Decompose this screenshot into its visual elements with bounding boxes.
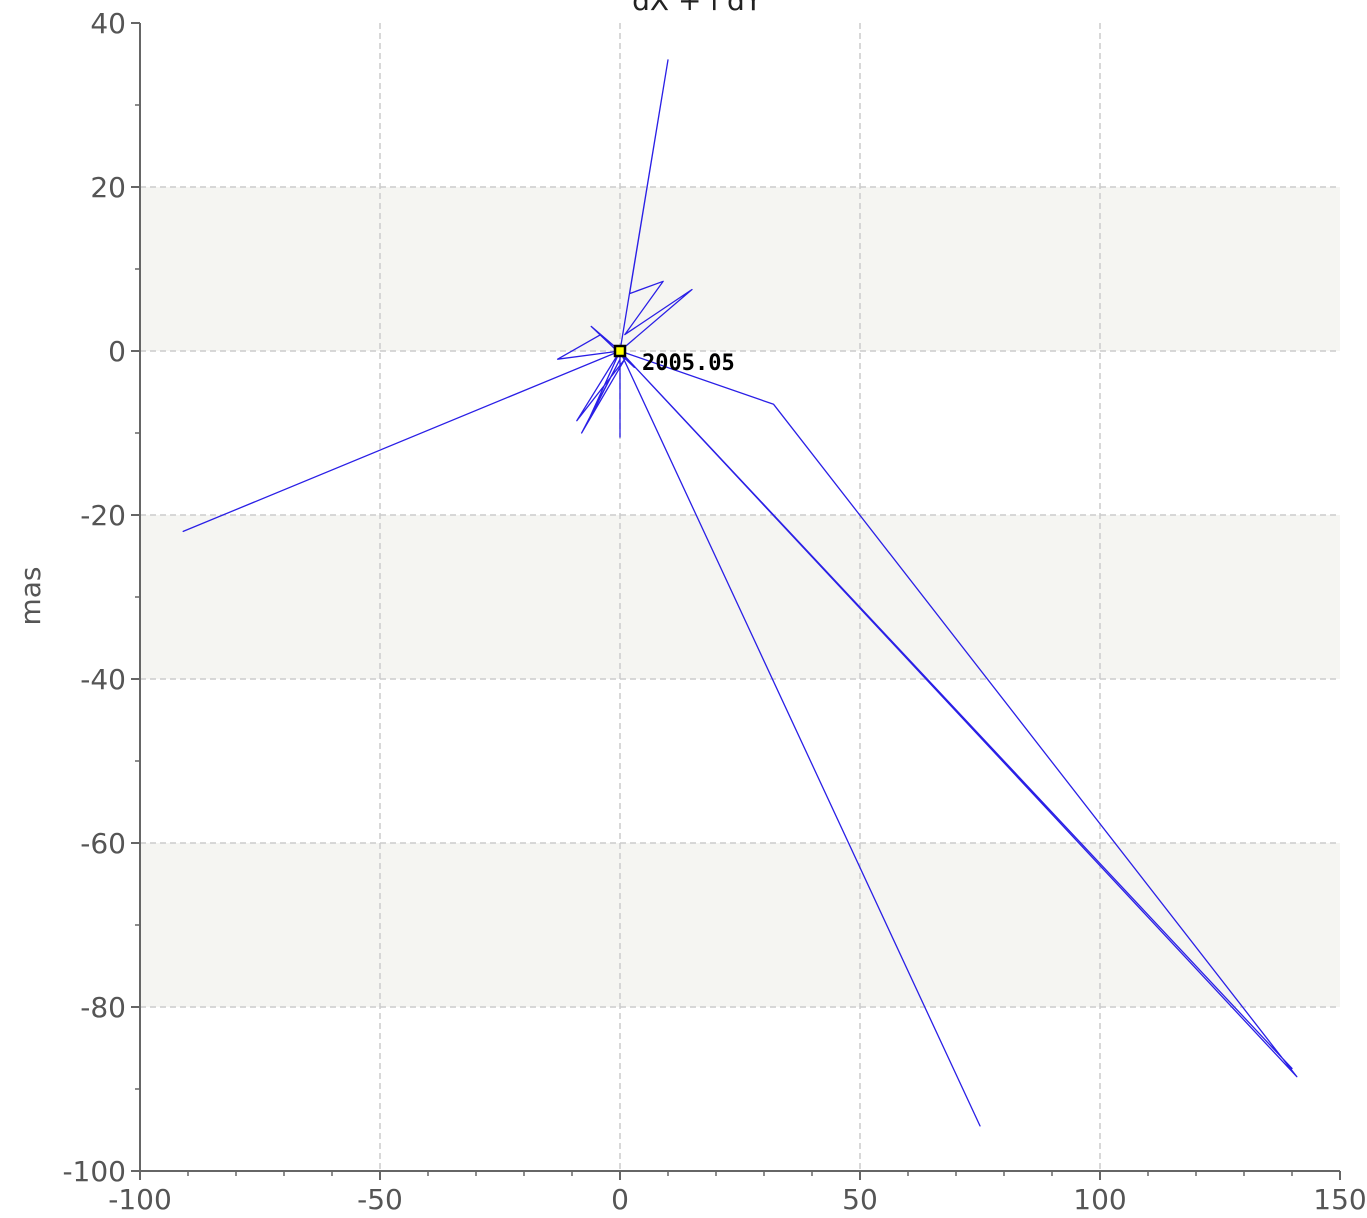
- y-tick-label: -100: [62, 1155, 126, 1188]
- x-tick-label: 0: [611, 1183, 629, 1216]
- x-tick-label: 50: [842, 1183, 878, 1216]
- background-band: [140, 843, 1340, 1007]
- y-tick-label: -20: [80, 499, 126, 532]
- y-tick-label: -60: [80, 827, 126, 860]
- y-tick-label: 20: [90, 171, 126, 204]
- ticks: -100 -50 0 50 100 150 40 20 0 -20 -40 -60 -80 -100: [62, 7, 1366, 1216]
- background-band: [140, 187, 1340, 351]
- series-line: [182, 59, 1298, 1127]
- epoch-marker: [613, 344, 627, 358]
- x-tick-label: -50: [357, 1183, 403, 1216]
- background-band: [140, 515, 1340, 679]
- y-tick-label: 0: [108, 335, 126, 368]
- series: [182, 59, 1298, 1127]
- y-tick-label: -40: [80, 663, 126, 696]
- y-tick-label: -80: [80, 991, 126, 1024]
- x-tick-label: 100: [1073, 1183, 1126, 1216]
- x-tick-label: 150: [1313, 1183, 1366, 1216]
- chart-title: dX + i dY: [632, 0, 763, 17]
- marker: 2005.05: [613, 344, 735, 376]
- y-tick-label: 40: [90, 7, 126, 40]
- y-axis-label: mas: [14, 566, 47, 625]
- grid: [140, 23, 1340, 1171]
- x-tick-label: -100: [108, 1183, 172, 1216]
- background-bands: [140, 187, 1340, 1007]
- epoch-label: 2005.05: [642, 351, 735, 376]
